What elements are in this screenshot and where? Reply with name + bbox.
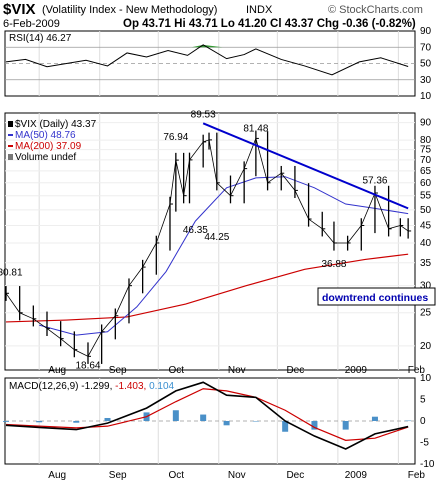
macd-x-label: Feb [408,470,426,481]
macd-histogram-bar [200,414,207,421]
price-tick-label: 55 [420,191,432,202]
macd-x-label: Aug [48,470,66,481]
macd-histogram-bar [282,421,289,432]
price-annotation: 57.36 [362,175,387,186]
macd-histogram-bar [73,421,80,423]
price-annotation: 46.35 [183,225,208,236]
macd-tick-label: 10 [420,373,432,384]
rsi-tick-label: 10 [420,91,432,102]
price-tick-label: 45 [420,220,432,231]
price-tick-label: 70 [420,155,432,166]
price-annotation: 81.48 [243,123,268,134]
price-x-label: Nov [228,365,246,376]
chart-name: (Volatility Index - New Methodology) [42,4,217,16]
downtrend-note: downtrend continues [317,287,436,306]
macd-histogram-bar [311,421,318,430]
price-annotation: 18.64 [75,360,100,371]
rsi-panel: 10 30 50 70 90 RSI(14) 46.27 [4,26,432,102]
chart-date: 6-Feb-2009 [3,18,60,30]
macd-line [5,381,409,450]
macd-histogram-bar [371,416,378,421]
macd-legend: MACD(12,26,9) -1.299, -1.403, 0.104 [9,381,175,392]
macd-x-label: Oct [168,470,184,481]
price-tick-label: 25 [420,308,432,319]
price-annotation: 30.81 [0,268,23,279]
ma200-line [5,253,409,323]
macd-histogram-bar [3,421,9,422]
macd-histogram-bar [223,421,230,426]
price-tick-label: 80 [420,135,432,146]
macd-legend-signal: -1.403, [115,381,149,392]
macd-legend-hist: 0.104 [149,381,174,392]
legend-swatch-price [8,121,13,127]
macd-histogram-bar [104,417,111,421]
chart-symbol: $VIX [3,1,36,18]
legend-price: $VIX (Daily) 43.37 [15,119,97,130]
price-annotation: 76.94 [163,132,188,143]
price-tick-label: 65 [420,166,432,177]
macd-tick-label: 0 [420,416,426,427]
price-x-label: Oct [168,365,184,376]
rsi-tick-label: 90 [420,26,432,37]
rsi-tick-label: 50 [420,59,432,70]
macd-histogram-bar [342,421,349,430]
rsi-tick-label: 70 [420,42,432,53]
macd-histogram-bar [405,420,412,422]
legend-swatch-volume [8,154,13,160]
legend-ma50: MA(50) 48.76 [15,130,76,141]
legend-volume: Volume undef [15,152,76,163]
macd-histogram-bar [172,410,179,421]
price-close-line [5,137,409,357]
price-tick-label: 30 [420,281,432,292]
ohlc-readout: Op 43.71 Hi 43.71 Lo 41.20 Cl 43.37 Chg … [123,18,416,30]
rsi-line [5,44,409,76]
macd-x-label: 2009 [345,470,368,481]
price-tick-label: 35 [420,258,432,269]
macd-tick-label: 5 [420,395,426,406]
price-annotation: 44.25 [204,232,229,243]
macd-legend-main: MACD(12,26,9) -1.299, [9,381,115,392]
macd-tick-label: -5 [420,438,429,449]
rsi-overbought-fill [191,44,223,48]
price-x-label: Feb [408,365,426,376]
macd-panel: -10 -5 0 5 10 Aug Sep Oct Nov Dec 2009 Feb MACD(12… [3,373,435,481]
macd-x-label: Nov [228,470,246,481]
price-legend: $VIX (Daily) 43.37 MA(50) 48.76 MA(200) … [8,119,97,163]
price-x-label: Sep [109,365,127,376]
note-text: downtrend continues [322,292,428,304]
rsi-tick-label: 30 [420,75,432,86]
price-tick-label: 50 [420,205,432,216]
price-tick-label: 90 [420,118,432,129]
watermark: © StockCharts.com [328,4,423,16]
price-tick-label: 75 [420,145,432,156]
macd-histogram-bar [252,421,259,422]
trendline [202,122,409,210]
signal-line [5,388,409,441]
price-x-label: 2009 [345,365,368,376]
macd-histogram-bar [36,421,43,423]
price-x-label: Aug [48,365,66,376]
chart-exchange: INDX [246,4,273,16]
rsi-legend: RSI(14) 46.27 [9,33,72,44]
price-tick-label: 60 [420,178,432,189]
price-tick-label: 40 [420,238,432,249]
macd-x-label: Dec [286,470,304,481]
price-x-label: Dec [286,365,304,376]
price-annotation: 89.53 [191,109,216,120]
ma50-line [39,176,409,336]
macd-x-label: Sep [109,470,127,481]
price-annotation: 36.88 [321,259,346,270]
legend-ma200: MA(200) 37.09 [15,141,82,152]
macd-tick-label: -10 [420,459,435,470]
price-tick-label: 20 [420,341,432,352]
